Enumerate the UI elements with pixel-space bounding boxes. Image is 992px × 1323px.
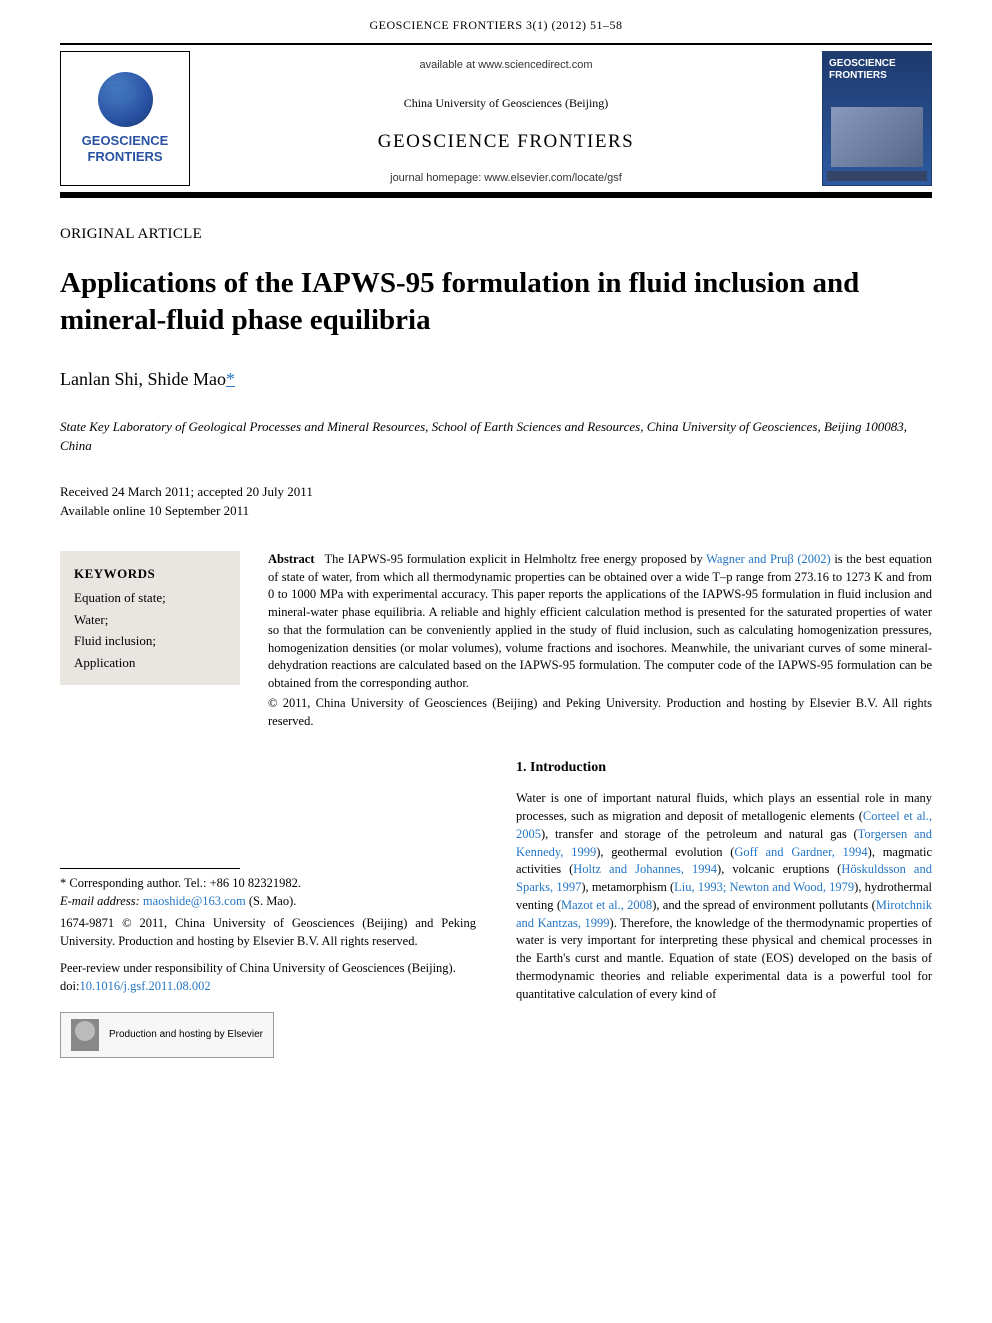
globe-icon — [98, 72, 153, 127]
intro-text: ), transfer and storage of the petroleum… — [541, 827, 858, 841]
doi-label: doi: — [60, 979, 79, 993]
logo-line2: FRONTIERS — [87, 149, 162, 164]
email-tail: (S. Mao). — [246, 894, 297, 908]
intro-text: ), geothermal evolution ( — [596, 845, 734, 859]
masthead: GEOSCIENCE FRONTIERS available at www.sc… — [60, 43, 932, 198]
article-type: ORIGINAL ARTICLE — [60, 226, 932, 243]
email-line: E-mail address: maoshide@163.com (S. Mao… — [60, 893, 476, 911]
right-column: 1. Introduction Water is one of importan… — [516, 758, 932, 1058]
online-date: Available online 10 September 2011 — [60, 501, 932, 521]
masthead-center: available at www.sciencedirect.com China… — [190, 45, 822, 192]
keywords-head: KEYWORDS — [74, 563, 226, 584]
authors-names: Lanlan Shi, Shide Mao — [60, 369, 226, 389]
section-head-introduction: 1. Introduction — [516, 758, 932, 778]
affiliation: State Key Laboratory of Geological Proce… — [60, 418, 932, 456]
keyword-item: Fluid inclusion; — [74, 630, 226, 651]
journal-cover: GEOSCIENCE FRONTIERS — [822, 51, 932, 186]
intro-text: ), volcanic eruptions ( — [717, 862, 841, 876]
keyword-item: Application — [74, 652, 226, 673]
abstract-label: Abstract — [268, 552, 315, 566]
intro-text: ), and the spread of environment polluta… — [652, 898, 876, 912]
elsevier-badge: Production and hosting by Elsevier — [60, 1012, 274, 1058]
article-content: ORIGINAL ARTICLE Applications of the IAP… — [0, 198, 992, 1088]
journal-homepage: journal homepage: www.elsevier.com/locat… — [200, 172, 812, 184]
ref-goff-1994[interactable]: Goff and Gardner, 1994 — [734, 845, 867, 859]
keywords-box: KEYWORDS Equation of state; Water; Fluid… — [60, 551, 240, 685]
cover-image — [831, 107, 923, 167]
journal-name: GEOSCIENCE FRONTIERS — [200, 131, 812, 153]
peer-review-note: Peer-review under responsibility of Chin… — [60, 960, 476, 978]
cover-strip — [827, 171, 927, 181]
abstract-copyright: © 2011, China University of Geosciences … — [268, 695, 932, 731]
received-date: Received 24 March 2011; accepted 20 July… — [60, 482, 932, 502]
running-head: GEOSCIENCE FRONTIERS 3(1) (2012) 51–58 — [0, 0, 992, 43]
article-title: Applications of the IAPWS-95 formulation… — [60, 265, 932, 339]
available-at: available at www.sciencedirect.com — [200, 59, 812, 71]
email-link[interactable]: maoshide@163.com — [143, 894, 246, 908]
cover-title: GEOSCIENCE FRONTIERS — [823, 52, 931, 88]
footnote-rule — [60, 868, 240, 869]
doi-line: doi:10.1016/j.gsf.2011.08.002 — [60, 978, 476, 996]
article-dates: Received 24 March 2011; accepted 20 July… — [60, 482, 932, 521]
logo-text: GEOSCIENCE FRONTIERS — [82, 133, 169, 164]
logo-line1: GEOSCIENCE — [82, 133, 169, 148]
issn-line: 1674-9871 © 2011, China University of Ge… — [60, 915, 476, 951]
left-column: * Corresponding author. Tel.: +86 10 823… — [60, 758, 476, 1058]
badge-text: Production and hosting by Elsevier — [109, 1028, 263, 1042]
university-name: China University of Geosciences (Beijing… — [200, 96, 812, 111]
corresponding-mark[interactable]: * — [226, 369, 235, 389]
introduction-paragraph: Water is one of important natural fluids… — [516, 790, 932, 1003]
authors: Lanlan Shi, Shide Mao* — [60, 369, 932, 390]
abstract-text-pre: The IAPWS-95 formulation explicit in Hel… — [325, 552, 707, 566]
abstract-row: KEYWORDS Equation of state; Water; Fluid… — [60, 551, 932, 731]
keyword-item: Equation of state; — [74, 587, 226, 608]
abstract-text-post: is the best equation of state of water, … — [268, 552, 932, 690]
two-column-area: * Corresponding author. Tel.: +86 10 823… — [60, 758, 932, 1058]
keyword-item: Water; — [74, 609, 226, 630]
ref-holtz-1994[interactable]: Holtz and Johannes, 1994 — [573, 862, 717, 876]
journal-logo-box: GEOSCIENCE FRONTIERS — [60, 51, 190, 186]
elsevier-tree-icon — [71, 1019, 99, 1051]
doi-link[interactable]: 10.1016/j.gsf.2011.08.002 — [79, 979, 210, 993]
abstract: Abstract The IAPWS-95 formulation explici… — [268, 551, 932, 731]
ref-wagner-prub-2002[interactable]: Wagner and Pruβ (2002) — [706, 552, 831, 566]
ref-liu-newton-1993-1979[interactable]: Liu, 1993; Newton and Wood, 1979 — [674, 880, 854, 894]
corresponding-author-note: * Corresponding author. Tel.: +86 10 823… — [60, 875, 476, 893]
intro-text: ), metamorphism ( — [581, 880, 674, 894]
ref-mazot-2008[interactable]: Mazot et al., 2008 — [561, 898, 652, 912]
email-label: E-mail address: — [60, 894, 143, 908]
